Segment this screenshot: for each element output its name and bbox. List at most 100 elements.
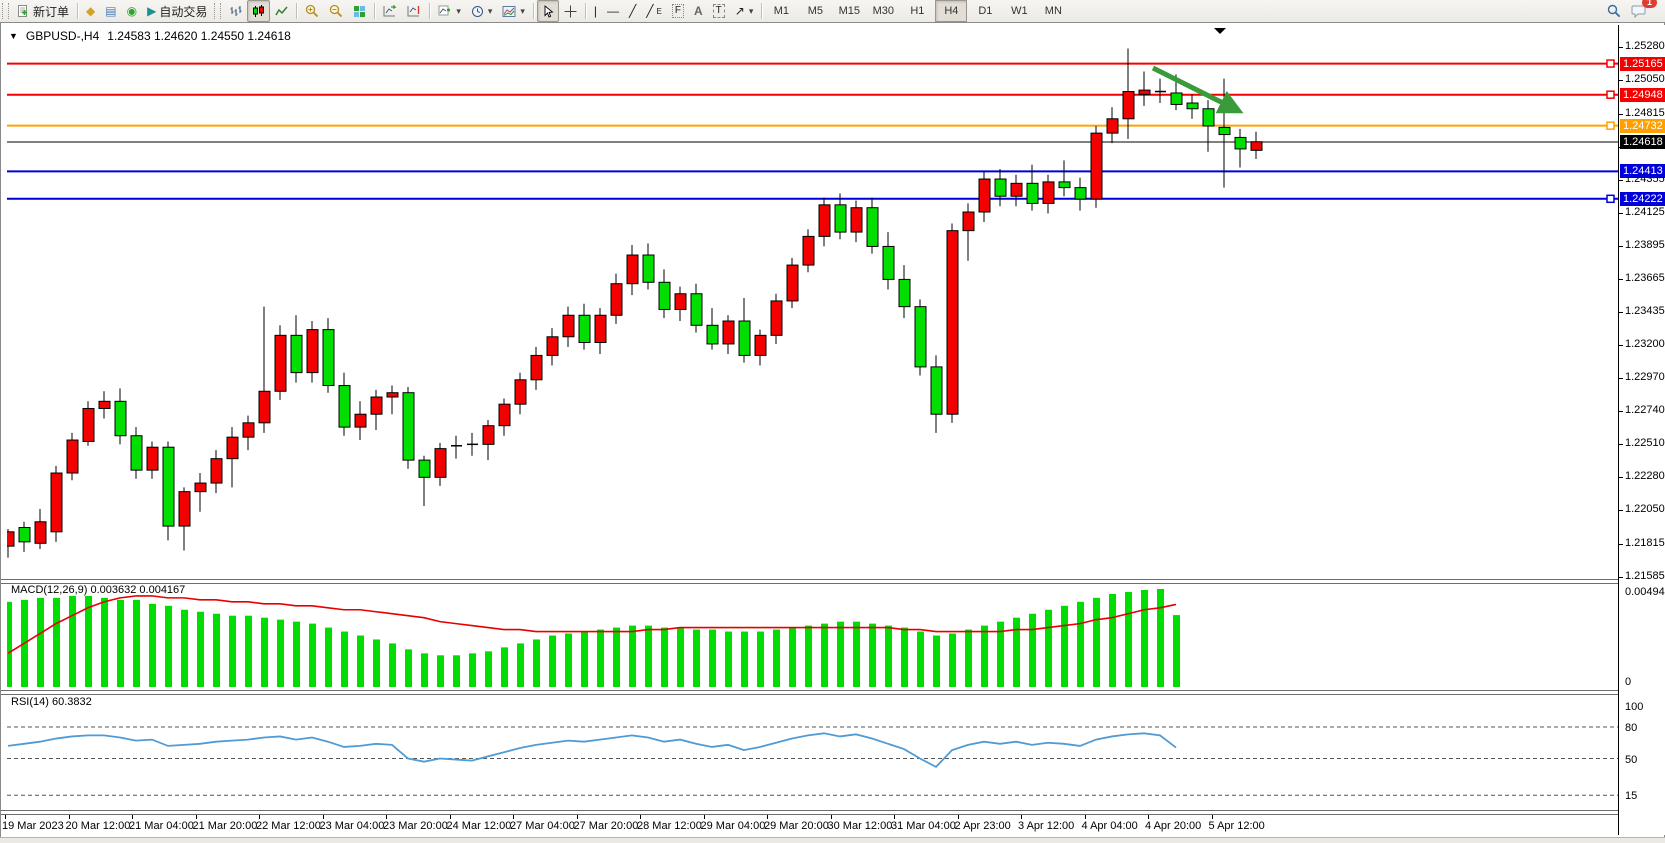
line-handle-marker xyxy=(1606,90,1615,99)
bull-candle xyxy=(802,235,815,266)
bear-candle xyxy=(898,278,911,308)
market-watch-button[interactable]: ◆ xyxy=(81,0,100,22)
bearish-annotation-arrow[interactable] xyxy=(1151,65,1244,114)
timeframe-button-d1[interactable]: D1 xyxy=(978,5,993,17)
cursor-button[interactable] xyxy=(536,0,559,22)
search-button[interactable] xyxy=(1602,0,1626,22)
panel-divider[interactable] xyxy=(1,810,1664,815)
market-watch-icon: ◆ xyxy=(86,4,96,18)
toolbar-grip[interactable] xyxy=(214,3,222,19)
macd-panel-plot[interactable] xyxy=(7,582,1618,690)
navigator-icon: ▤ xyxy=(105,4,117,18)
chart-shift-button[interactable] xyxy=(402,0,426,22)
text-label-tool[interactable]: T xyxy=(708,0,730,22)
toolbar-separator xyxy=(761,3,763,19)
panel-divider[interactable] xyxy=(1,690,1664,695)
x-axis-tick xyxy=(1084,815,1086,819)
bull-candle xyxy=(594,314,607,344)
bull-candle xyxy=(34,521,47,544)
new-order-button[interactable]: 新订单 xyxy=(12,0,74,22)
x-axis-tick xyxy=(1211,815,1213,819)
bull-candle xyxy=(1122,91,1135,120)
macd-bar xyxy=(1109,593,1116,687)
fibonacci-tool[interactable]: F xyxy=(667,0,689,22)
level-lines-layer[interactable] xyxy=(7,59,1618,204)
timeframe-button-m5[interactable]: M5 xyxy=(807,5,823,17)
periods-dropdown-caret[interactable]: ▾ xyxy=(487,5,493,16)
line-chart-button[interactable] xyxy=(270,0,293,22)
templates-button[interactable]: ▾ xyxy=(497,0,530,22)
bull-candle xyxy=(498,403,511,427)
timeframe-button-m1[interactable]: M1 xyxy=(773,5,789,17)
arrows-tool[interactable]: ↗ ▾ xyxy=(730,0,759,22)
candlestick-chart-icon xyxy=(252,4,265,18)
chart-shift-marker[interactable] xyxy=(1214,28,1226,34)
equidistant-channel-icon: ╱ xyxy=(646,4,654,18)
macd-bar xyxy=(181,609,188,687)
macd-bar xyxy=(1157,588,1164,687)
timeframe-button-h1[interactable]: H1 xyxy=(910,5,925,17)
text-tool[interactable]: A xyxy=(689,0,708,22)
vertical-line-tool[interactable]: | xyxy=(589,0,602,22)
level-price-label[interactable]: 1.24732 xyxy=(1620,118,1665,133)
timeframe-button-m15[interactable]: M15 xyxy=(838,5,861,17)
terminal-button[interactable]: ◉ xyxy=(122,0,142,22)
macd-bar xyxy=(133,599,140,687)
y-axis-tick-label: 1.22280 xyxy=(1625,470,1665,483)
bear-candle xyxy=(882,245,895,280)
y-axis-tick-label: 1.21585 xyxy=(1625,569,1665,582)
timeframe-button-m30[interactable]: M30 xyxy=(872,5,895,17)
timeframe-button-w1[interactable]: W1 xyxy=(1011,5,1028,17)
navigator-button[interactable]: ▤ xyxy=(100,0,121,22)
price-axis[interactable]: 1.252801.250501.248151.245851.243551.241… xyxy=(1618,25,1665,835)
macd-bar xyxy=(69,595,76,687)
tile-windows-button[interactable] xyxy=(348,0,371,22)
timeframe-button-h4[interactable]: H4 xyxy=(935,0,968,22)
indicators-button[interactable]: ▾ xyxy=(433,0,466,22)
main-chart-plot[interactable] xyxy=(7,25,1618,581)
level-price-label[interactable]: 1.24948 xyxy=(1620,87,1665,102)
rsi-panel-plot[interactable] xyxy=(7,694,1618,813)
x-axis-tick xyxy=(894,815,895,819)
bear-candle xyxy=(1074,187,1087,200)
arrows-dropdown-caret[interactable]: ▾ xyxy=(748,5,754,16)
chart-ohlc-values: 1.24583 1.24620 1.24550 1.24618 xyxy=(107,29,291,43)
periods-button[interactable]: ▾ xyxy=(466,0,498,22)
candlestick-chart-button[interactable] xyxy=(247,0,271,22)
bull-candle xyxy=(258,390,271,424)
chat-button[interactable]: 1 xyxy=(1626,0,1657,22)
bear-candle xyxy=(930,366,943,415)
current-price-label[interactable]: 1.24618 xyxy=(1620,135,1665,150)
level-price-label[interactable]: 1.25165 xyxy=(1620,56,1665,71)
y-axis-tick xyxy=(1619,212,1623,214)
level-price-label[interactable]: 1.24222 xyxy=(1620,191,1665,206)
chart-symbol-period: GBPUSD-,H4 xyxy=(25,29,100,43)
chart-menu-caret[interactable]: ▼ xyxy=(9,31,18,41)
x-axis-date-label: 29 Mar 04:00 xyxy=(700,820,766,832)
level-price-label[interactable]: 1.24413 xyxy=(1620,164,1665,179)
horizontal-line-tool[interactable]: — xyxy=(602,0,624,22)
y-axis-tick-label: 1.23665 xyxy=(1625,271,1665,284)
macd-bar xyxy=(597,629,604,687)
bull-candle xyxy=(978,178,991,213)
bull-candle xyxy=(98,400,111,409)
toolbar-grip[interactable] xyxy=(2,3,9,19)
bar-chart-button[interactable] xyxy=(224,0,247,22)
crosshair-button[interactable] xyxy=(559,0,582,22)
trendline-tool[interactable]: ╱ xyxy=(624,0,641,22)
templates-dropdown-caret[interactable]: ▾ xyxy=(520,5,525,16)
timeframe-button-mn[interactable]: MN xyxy=(1044,5,1062,17)
bear-candle xyxy=(418,459,431,478)
bear-candle xyxy=(658,281,671,311)
auto-trading-button[interactable]: ▶ 自动交易 xyxy=(142,0,212,22)
bull-candle xyxy=(1042,181,1055,204)
auto-scroll-button[interactable] xyxy=(378,0,402,22)
panel-divider[interactable] xyxy=(1,579,1664,584)
indicators-dropdown-caret[interactable]: ▾ xyxy=(456,5,461,16)
zoom-in-button[interactable] xyxy=(300,0,324,22)
equidistant-channel-tool[interactable]: ╱ E xyxy=(646,4,662,18)
macd-bar xyxy=(725,631,732,687)
zoom-out-button[interactable] xyxy=(324,0,348,22)
bull-candle xyxy=(386,392,399,398)
